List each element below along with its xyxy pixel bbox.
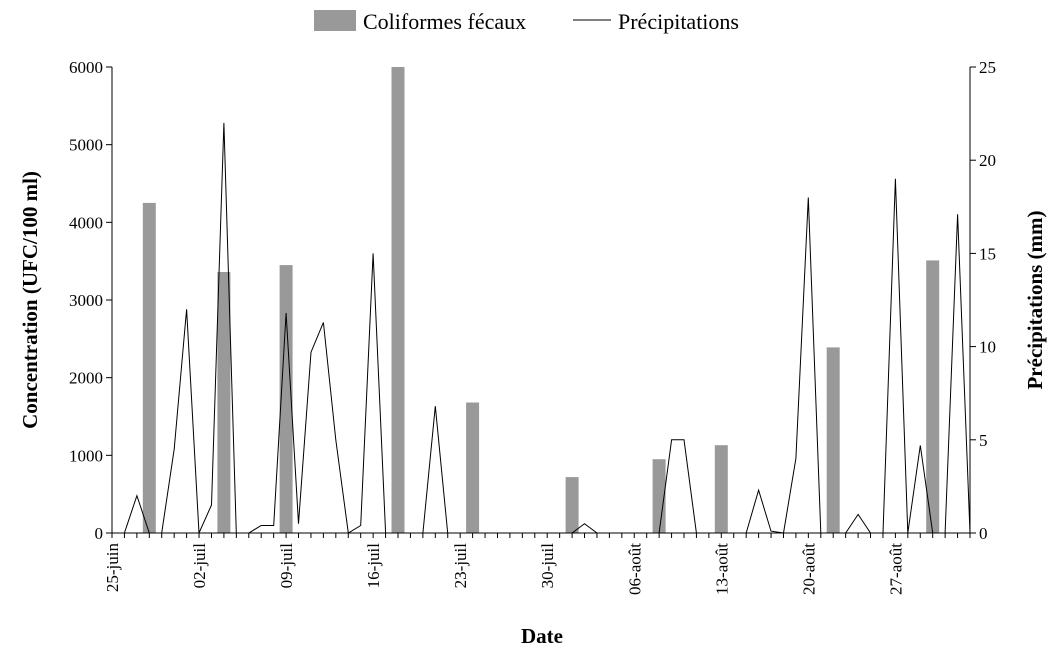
- x-tick-label: 30-juil: [538, 543, 557, 589]
- x-tick-label: 06-août: [625, 543, 644, 595]
- bar-coliformes-8: [826, 347, 840, 533]
- legend-swatch-bar: [314, 10, 356, 31]
- y-left-axis-title: Concentration (UFC/100 ml): [18, 171, 42, 429]
- line-precipitations: [123, 122, 971, 534]
- y-left-tick-label: 3000: [69, 291, 103, 310]
- legend-label-precipitations: Précipitations: [618, 9, 739, 34]
- legend: Coliformes fécaux Précipitations: [314, 9, 739, 34]
- y-left-tick-label: 4000: [69, 213, 103, 232]
- bar-coliformes-1: [217, 272, 231, 533]
- bar-coliformes-9: [926, 260, 940, 533]
- x-tick-label: 16-juil: [364, 543, 383, 589]
- y-right-tick-label: 5: [979, 431, 988, 450]
- y-right-tick-label: 0: [979, 524, 988, 543]
- bar-coliformes-6: [652, 459, 666, 533]
- x-tick-label: 20-août: [799, 543, 818, 595]
- y-right-axis-title: Précipitations (mm): [1023, 210, 1047, 389]
- bars-layer: [142, 67, 940, 533]
- bar-coliformes-3: [391, 67, 405, 533]
- x-tick-label: 09-juil: [277, 543, 296, 589]
- y-left-tick-label: 0: [95, 524, 104, 543]
- x-axis-title: Date: [521, 624, 563, 648]
- bar-coliformes-7: [714, 445, 728, 533]
- y-right-tick-label: 20: [979, 151, 996, 170]
- bar-coliformes-0: [142, 202, 156, 533]
- line-layer: [123, 122, 971, 534]
- y-left-tick-label: 6000: [69, 58, 103, 77]
- y-right-tick-label: 25: [979, 58, 996, 77]
- y-right-tick-label: 10: [979, 338, 996, 357]
- legend-label-coliformes: Coliformes fécaux: [363, 9, 526, 34]
- x-tick-label: 02-juil: [190, 543, 209, 589]
- y-left-tick-label: 2000: [69, 369, 103, 388]
- bar-coliformes-5: [565, 477, 579, 533]
- x-tick-label: 23-juil: [451, 543, 470, 589]
- bar-coliformes-2: [279, 265, 293, 533]
- x-tick-label: 25-juin: [103, 543, 122, 593]
- bar-coliformes-4: [466, 402, 480, 533]
- x-tick-label: 13-août: [712, 543, 731, 595]
- y-right-tick-label: 15: [979, 244, 996, 263]
- x-tick-label: 27-août: [886, 543, 905, 595]
- y-left-tick-label: 5000: [69, 136, 103, 155]
- axes-layer: 0 1000 2000 3000 4000 5000 6000 0 5 10 15 20 25 25-ju…: [69, 58, 996, 595]
- y-left-tick-label: 1000: [69, 446, 103, 465]
